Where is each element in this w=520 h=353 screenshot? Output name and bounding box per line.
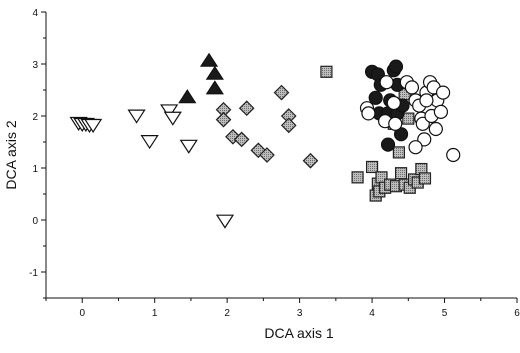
y-tick-label: 2	[32, 112, 38, 123]
data-point-filled-triangle	[199, 52, 219, 67]
x-tick-label: 6	[514, 308, 520, 319]
data-point-shaded-square	[320, 65, 333, 78]
data-point-shaded-square	[365, 160, 379, 174]
data-point-open-circle	[388, 116, 403, 131]
data-point-shaded-diamond	[238, 100, 255, 117]
data-point-filled-triangle	[205, 80, 224, 95]
data-point-open-down-triangle	[215, 214, 235, 229]
x-tick-label: 5	[442, 308, 448, 319]
y-tick-label: 1	[32, 164, 38, 175]
data-points	[69, 52, 461, 229]
x-tick-label: 4	[369, 308, 375, 319]
x-tick-label: 2	[224, 308, 230, 319]
data-point-shaded-diamond	[302, 152, 319, 169]
data-point-open-circle	[379, 75, 394, 90]
data-point-filled-circle	[388, 59, 404, 74]
axes	[41, 11, 518, 303]
data-point-shaded-diamond	[273, 84, 290, 101]
data-point-shaded-square	[351, 171, 364, 184]
tick-labels: 0 1 2 3 4 5 6 -1 0 1 2 3 4	[29, 8, 520, 319]
data-point-shaded-square	[402, 112, 415, 125]
data-point-shaded-diamond	[280, 117, 297, 134]
x-tick-label: 1	[152, 308, 158, 319]
x-tick-label: 0	[79, 308, 85, 319]
data-point-open-down-triangle	[127, 109, 146, 124]
data-point-open-down-triangle	[163, 111, 182, 126]
data-point-open-circle	[408, 140, 423, 155]
data-point-open-down-triangle	[83, 118, 103, 134]
data-point-open-circle	[386, 95, 401, 111]
data-point-open-circle	[435, 85, 451, 100]
data-point-shaded-square	[418, 172, 432, 185]
y-tick-label: 3	[32, 60, 38, 71]
data-point-open-down-triangle	[140, 135, 159, 150]
data-point-open-circle	[433, 104, 449, 119]
data-point-open-circle	[446, 147, 461, 163]
data-point-open-down-triangle	[179, 139, 198, 154]
x-axis-label: DCA axis 1	[264, 325, 333, 341]
y-tick-label: 4	[32, 8, 38, 19]
data-point-open-circle	[419, 93, 434, 108]
y-axis-label: DCA axis 2	[3, 120, 19, 189]
data-point-shaded-square	[392, 146, 405, 159]
data-point-filled-triangle	[178, 89, 197, 104]
data-point-open-down-triangle	[160, 104, 179, 119]
x-tick-label: 3	[297, 308, 303, 319]
data-point-shaded-square	[394, 167, 408, 180]
y-tick-label: -1	[29, 268, 38, 279]
y-tick-label: 0	[32, 216, 38, 227]
data-point-open-circle	[404, 80, 420, 95]
data-point-open-circle	[428, 121, 443, 137]
data-point-shaded-diamond	[259, 147, 275, 163]
data-point-open-circle	[361, 106, 376, 121]
data-point-shaded-diamond	[215, 111, 232, 128]
data-point-shaded-diamond	[233, 131, 250, 148]
data-point-filled-circle	[368, 90, 383, 105]
data-point-filled-triangle	[205, 65, 224, 80]
data-point-filled-circle	[380, 137, 396, 152]
